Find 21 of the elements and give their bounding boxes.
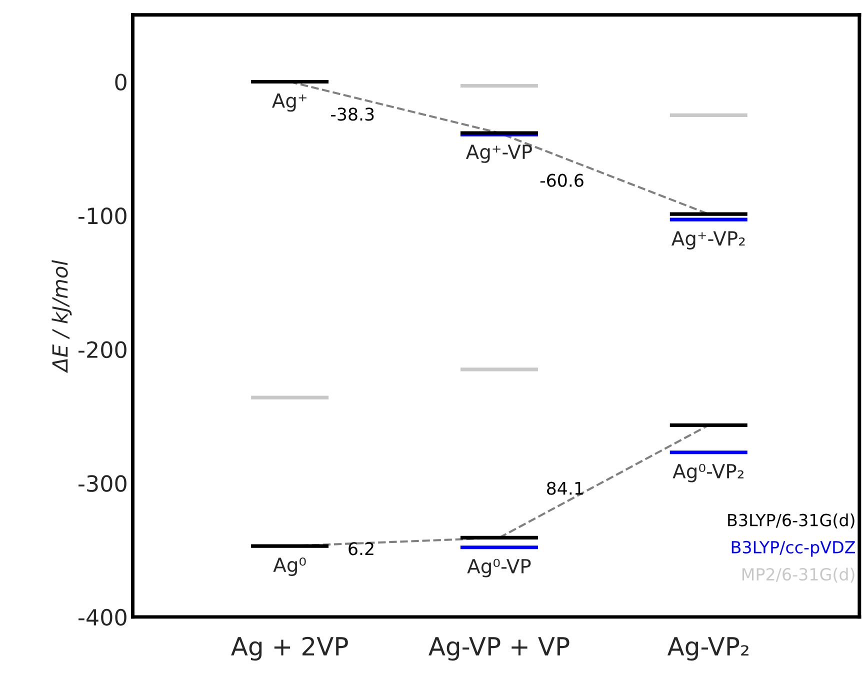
annotation: -38.3 <box>331 108 374 121</box>
annotation: 6.2 <box>348 542 374 556</box>
y-tick-label: 0 <box>115 74 126 91</box>
y-tick-label: -300 <box>78 475 126 492</box>
annotation: Ag⁰-VP <box>467 558 531 578</box>
annotation: Ag⁺ <box>272 93 306 112</box>
x-tick-label: Ag-VP + VP <box>428 637 570 661</box>
x-tick-label: Ag + 2VP <box>231 636 348 661</box>
text: B3LYP/6-31G(d) <box>728 514 854 528</box>
annotation: Ag⁰ <box>273 557 306 576</box>
y-tick-label: -100 <box>78 208 126 224</box>
annotation: Ag⁺-VP <box>466 144 532 163</box>
annotation: -60.6 <box>540 174 584 187</box>
annotation: 84.1 <box>547 482 583 495</box>
y-axis-title: ΔE / kJ/mol <box>52 260 72 374</box>
text: B3LYP/cc-pVDZ <box>732 540 856 557</box>
annotation: Ag⁰-VP₂ <box>672 464 744 482</box>
y-tick-label: -400 <box>78 608 126 626</box>
y-tick-label: -200 <box>78 341 126 358</box>
x-tick-label: Ag-VP₂ <box>667 637 748 661</box>
annotation: Ag⁺-VP₂ <box>671 231 745 250</box>
